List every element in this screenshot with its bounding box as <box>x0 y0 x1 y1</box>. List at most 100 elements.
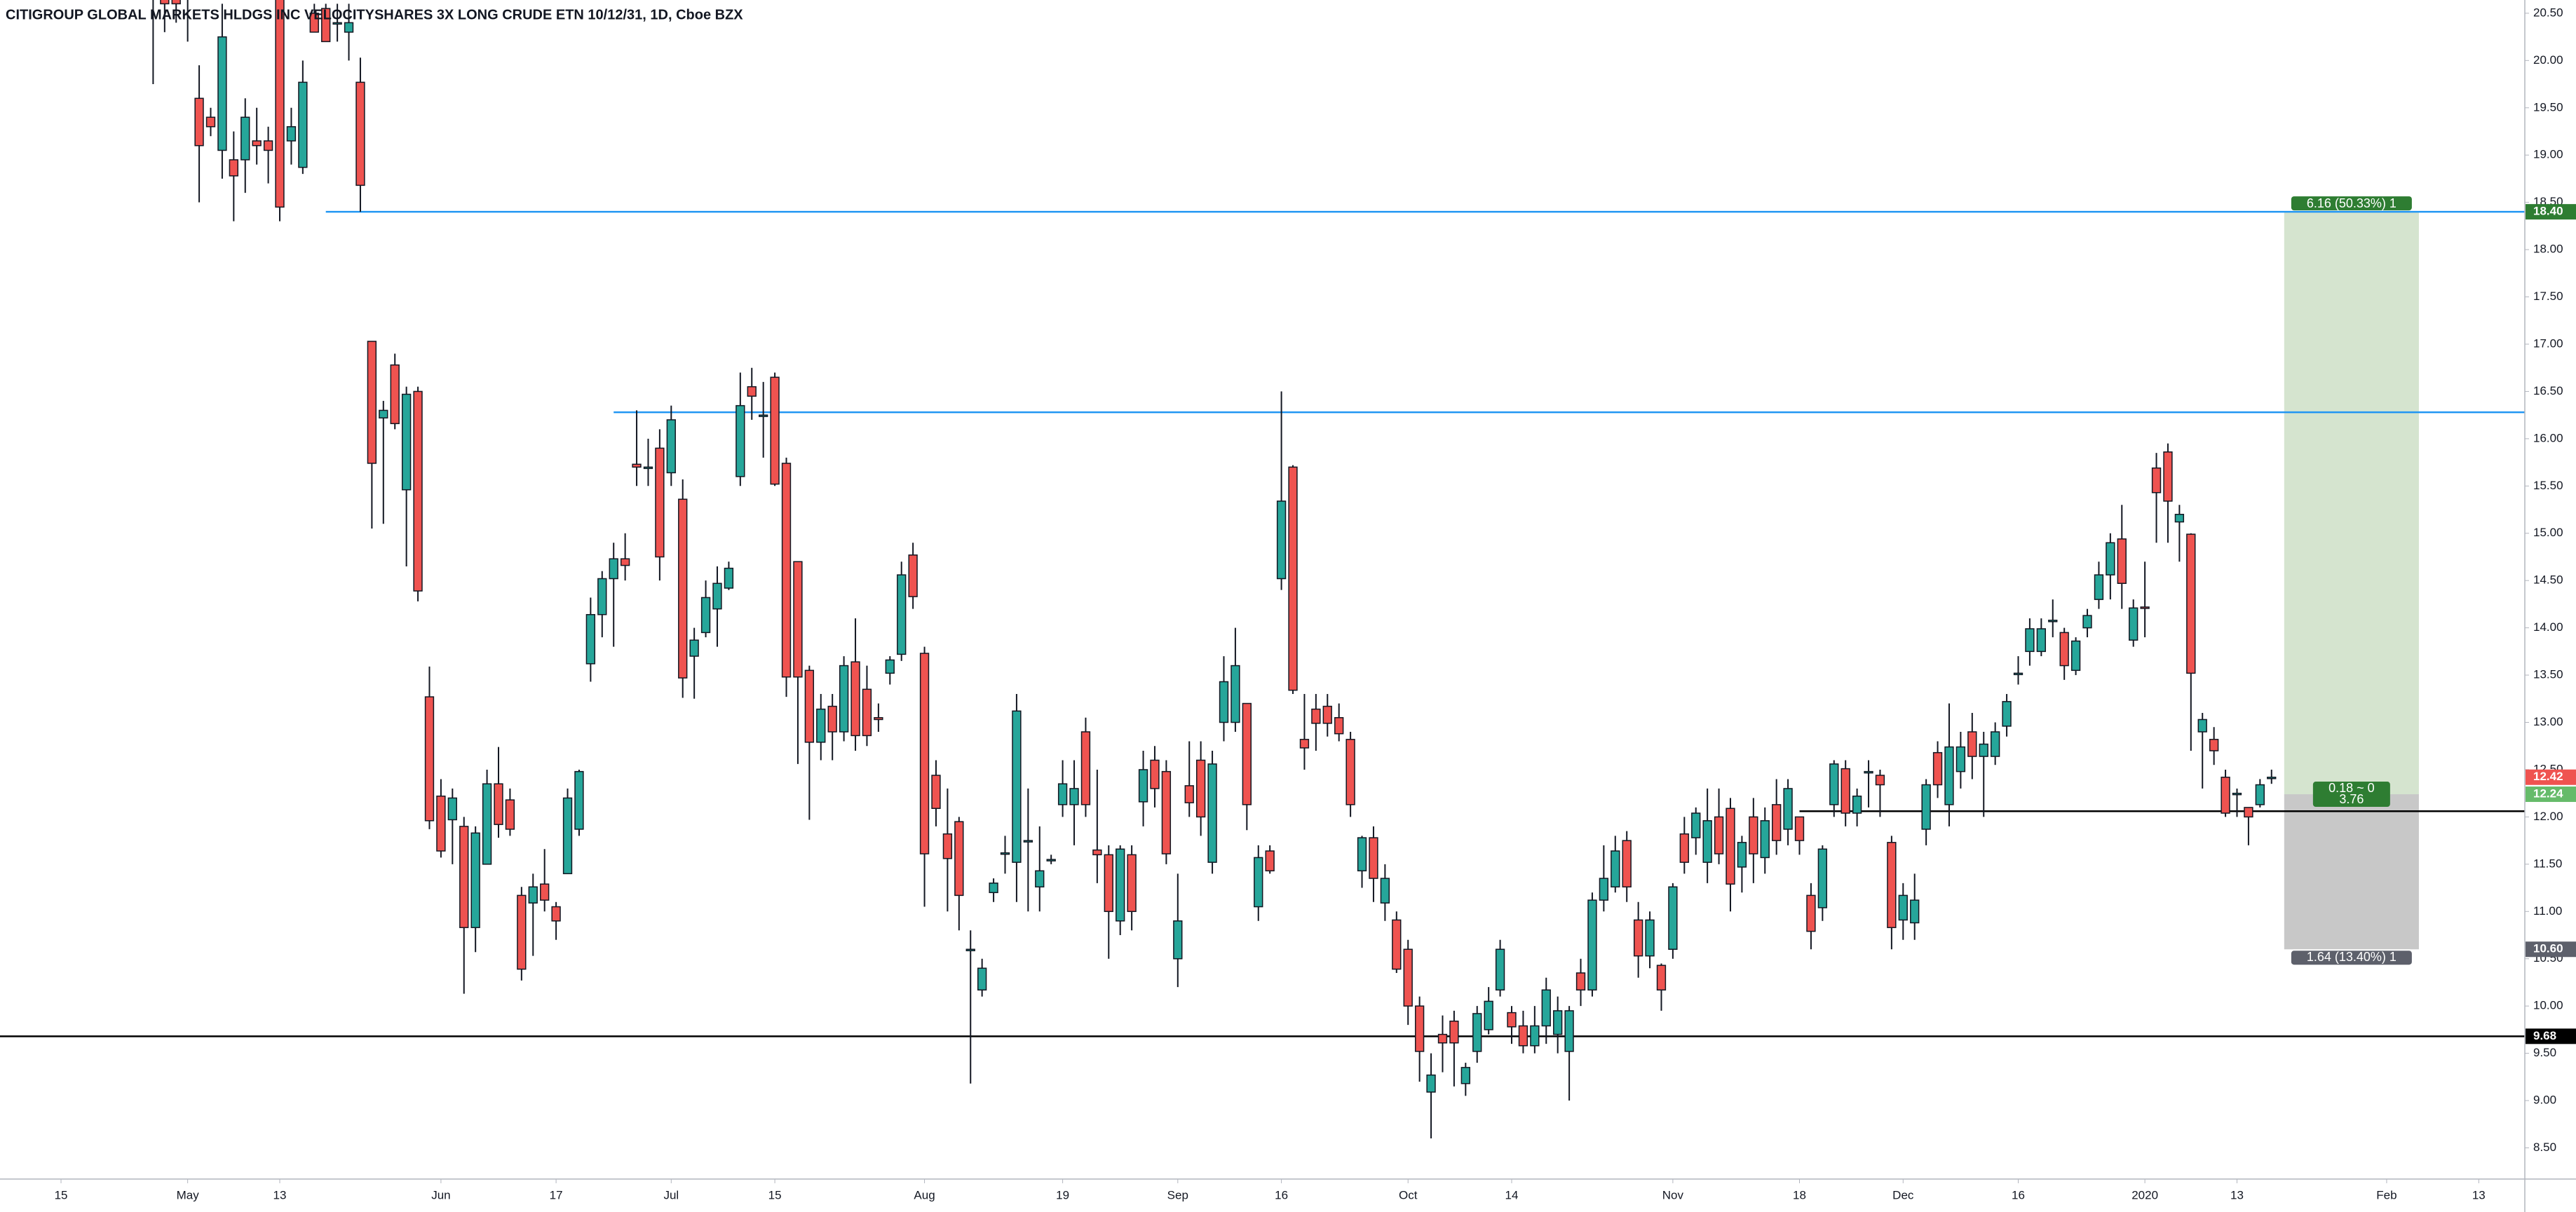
candle-body <box>2048 620 2058 622</box>
candle-body <box>816 708 826 743</box>
candle-body <box>470 832 480 928</box>
y-tick-label: 13.00 <box>2533 715 2563 728</box>
candle-body <box>1023 840 1033 843</box>
candle-body <box>724 567 734 589</box>
candle-body <box>551 906 561 922</box>
y-tick-label: 15.00 <box>2533 526 2563 539</box>
price-badge-label: 10.60 <box>2533 942 2563 955</box>
candle-body <box>1426 1074 1436 1093</box>
candle-body <box>1990 731 2000 757</box>
candle-body <box>1484 1000 1493 1030</box>
candle-body <box>1633 919 1643 957</box>
candle-body <box>447 797 457 821</box>
candle-body <box>1035 870 1045 887</box>
candle-body <box>1541 989 1551 1027</box>
candle-body <box>1656 965 1667 990</box>
y-tick-label: 14.00 <box>2533 620 2563 634</box>
candle-body <box>1265 850 1275 872</box>
candle-body <box>1864 770 1873 774</box>
candle-body <box>482 783 492 865</box>
candle-body <box>1932 751 1943 786</box>
candle-body <box>897 574 907 655</box>
x-tick-label: 2020 <box>2131 1188 2158 1201</box>
x-tick-label: Oct <box>1399 1188 1418 1201</box>
candle-body <box>1449 1020 1459 1044</box>
candle-body <box>2174 514 2185 523</box>
candle-body <box>1231 665 1240 723</box>
x-tick-label: Jul <box>663 1188 679 1201</box>
candle-body <box>1334 717 1344 735</box>
x-tick-label: Aug <box>914 1188 935 1201</box>
plot-area <box>0 0 2525 1138</box>
candle-body <box>1875 775 1885 786</box>
candle-body <box>275 0 285 208</box>
candle-body <box>965 948 975 951</box>
candle-body <box>2244 807 2253 818</box>
y-tick-label: 12.00 <box>2533 810 2563 823</box>
candle-body <box>1104 854 1113 913</box>
candle-body <box>2140 606 2150 609</box>
candle-body <box>1012 710 1022 863</box>
target-label-box <box>2291 196 2412 211</box>
y-tick-label: 9.00 <box>2533 1094 2556 1107</box>
candle-body <box>1575 972 1586 990</box>
candle-body <box>1414 1005 1425 1052</box>
price-badge-label: 9.68 <box>2533 1029 2556 1042</box>
candle-body <box>1069 788 1079 805</box>
candle-body <box>1460 1067 1470 1084</box>
candle-body <box>1392 919 1402 970</box>
candle-body <box>2232 792 2242 796</box>
candle-body <box>355 81 365 186</box>
y-tick-label: 16.50 <box>2533 384 2563 397</box>
candle-body <box>2151 467 2162 493</box>
candle-body <box>1345 739 1355 805</box>
y-tick-label: 20.50 <box>2533 6 2563 19</box>
candle-body <box>1173 920 1183 960</box>
candle-body <box>1679 833 1689 863</box>
candle-body <box>689 639 699 657</box>
candle-body <box>793 561 803 678</box>
loss-zone <box>2284 794 2419 950</box>
candle-body <box>839 665 849 733</box>
candle-body <box>2002 701 2012 727</box>
candle-body <box>1057 783 1068 805</box>
candle-body <box>1518 1025 1528 1047</box>
candle-body <box>700 597 711 634</box>
candle-body <box>989 883 998 894</box>
candle-body <box>205 116 216 128</box>
target-label: 6.16 (50.33%) 1 <box>2307 196 2397 210</box>
x-tick-label: 18 <box>1793 1188 1806 1201</box>
price-badge-label: 12.24 <box>2533 787 2563 801</box>
candle-body <box>240 116 250 161</box>
price-badge <box>2526 787 2576 803</box>
candle-body <box>781 463 792 678</box>
stop-label-box <box>2291 951 2412 965</box>
candle-body <box>1910 899 1920 924</box>
candle-body <box>2025 628 2035 653</box>
candle-body <box>655 447 665 558</box>
candle-body <box>1553 1010 1563 1035</box>
candle-body <box>2267 776 2277 779</box>
candle-body <box>171 0 181 5</box>
candle-body <box>1772 804 1782 841</box>
price-badge-label: 18.40 <box>2533 205 2563 218</box>
candle-body <box>874 717 883 721</box>
candle-body <box>2129 607 2138 641</box>
candle-body <box>735 404 745 477</box>
candle-body <box>1403 948 1413 1007</box>
x-tick-label: 13 <box>2230 1188 2244 1201</box>
y-tick-label: 9.50 <box>2533 1046 2556 1059</box>
candle-body <box>1150 759 1160 789</box>
candle-body <box>1645 919 1655 957</box>
candle-body <box>2209 739 2219 751</box>
x-tick-label: 14 <box>1505 1188 1519 1201</box>
candle-body <box>1138 769 1148 803</box>
candle-body <box>1944 746 1954 805</box>
candle-body <box>643 466 653 470</box>
candle-body <box>942 833 953 859</box>
candle-body <box>562 797 573 875</box>
candle-body <box>1749 816 1758 854</box>
candle-body <box>1702 820 1712 863</box>
x-tick-label: 16 <box>2012 1188 2025 1201</box>
candle-body <box>1080 731 1091 805</box>
